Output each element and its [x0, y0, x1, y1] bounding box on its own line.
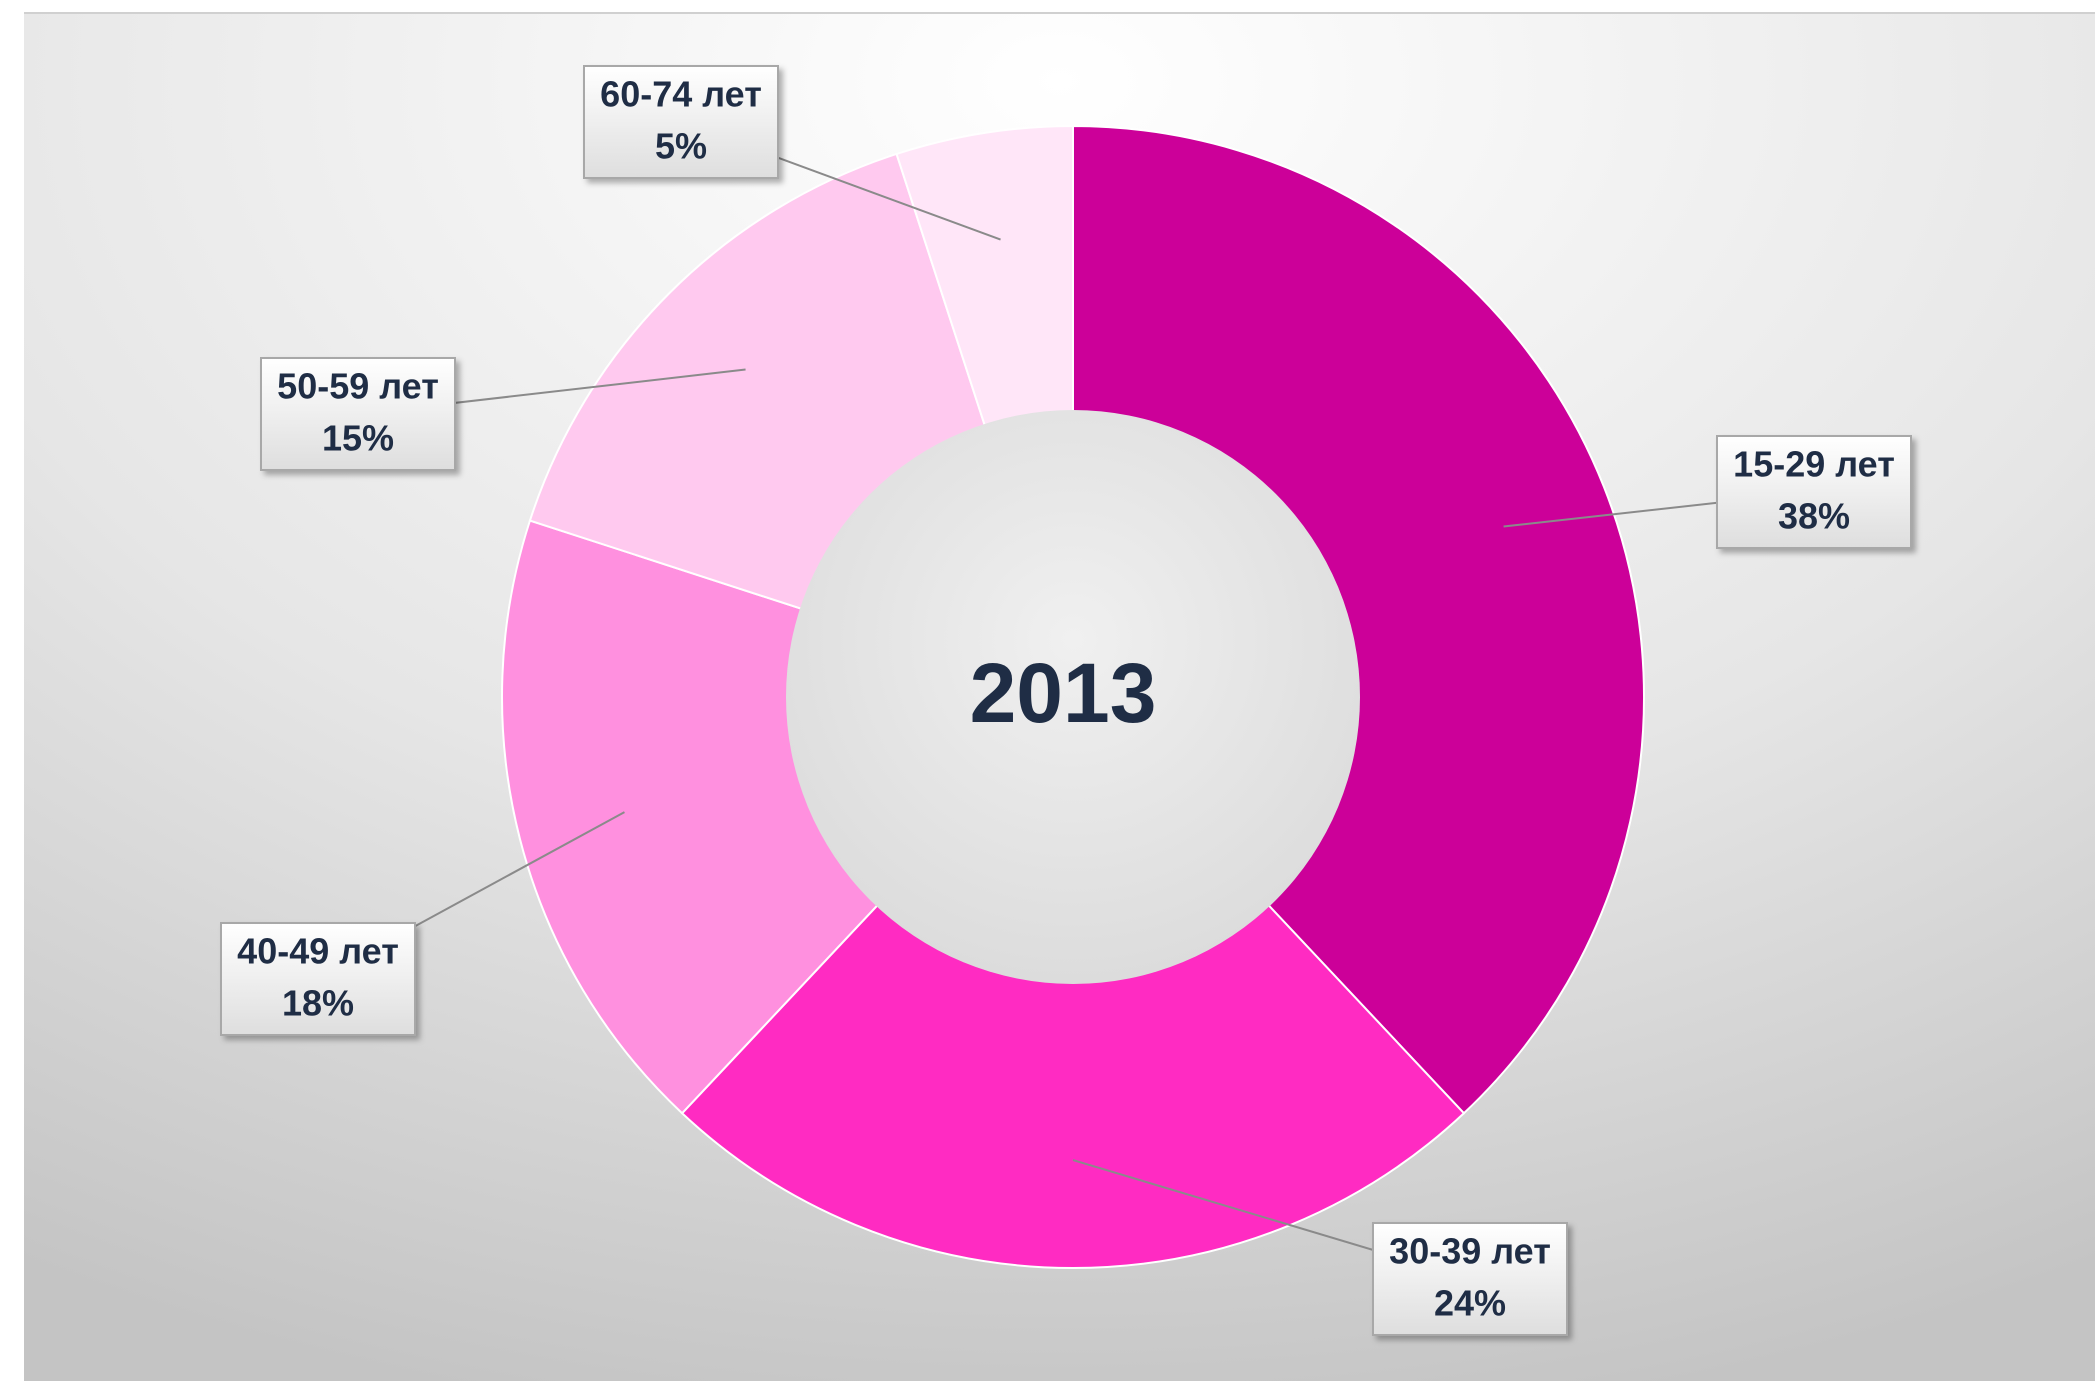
slice — [1072, 124, 1645, 1115]
label-box — [260, 357, 456, 471]
donut-hole — [786, 410, 1360, 984]
value-label: 18% — [282, 983, 354, 1024]
value-label: 24% — [1434, 1283, 1506, 1324]
category-label: 60-74 лет — [600, 74, 762, 115]
category-label: 40-49 лет — [237, 931, 399, 972]
value-label: 5% — [655, 126, 707, 167]
label-box — [583, 65, 779, 179]
label-box — [1716, 435, 1912, 549]
value-label: 15% — [322, 418, 394, 459]
label-box — [1372, 1222, 1568, 1336]
value-label: 38% — [1778, 496, 1850, 537]
label-box — [220, 922, 416, 1036]
category-label: 50-59 лет — [277, 366, 439, 407]
labels: 15-29 лет 38% 30-39 лет 24% 40-49 лет 18% 50-5… — [220, 65, 1912, 1336]
category-label: 30-39 лет — [1389, 1231, 1551, 1272]
center-label: 2013 — [970, 646, 1157, 740]
category-label: 15-29 лет — [1733, 444, 1895, 485]
